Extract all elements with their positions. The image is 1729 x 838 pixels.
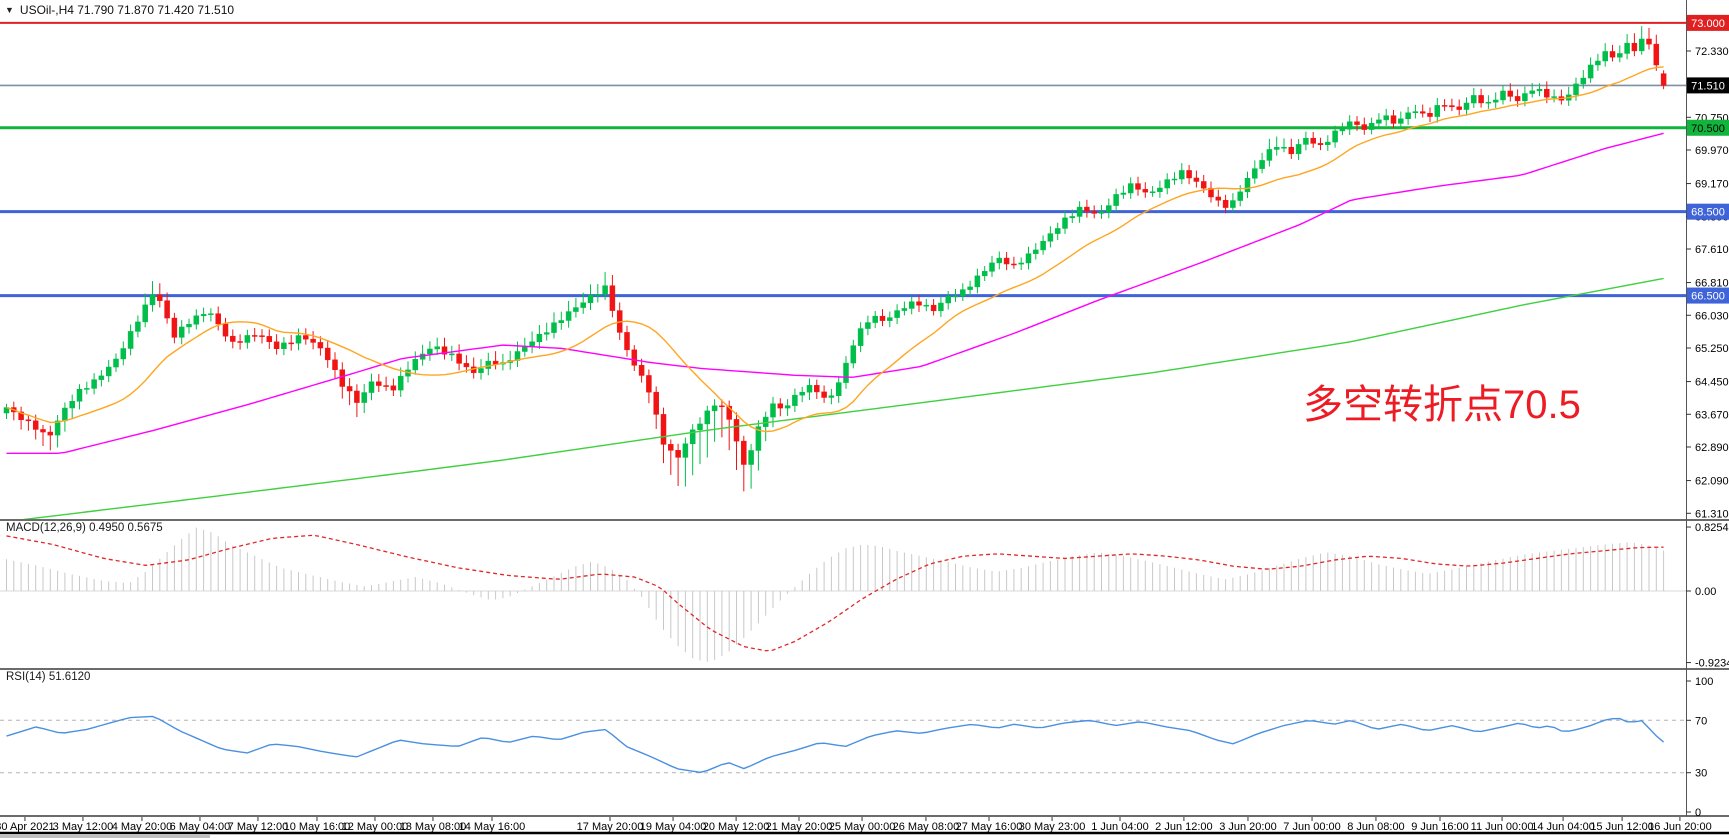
pivot-line-70-5-badge (1687, 119, 1729, 136)
time-tick-label: 26 May 08:00 (893, 821, 960, 833)
price-tick-label: 64.450 (1695, 377, 1729, 389)
rsi-tick-label: 30 (1695, 768, 1707, 780)
chart-text-annotation[interactable]: 多空转折点70.5 (1303, 383, 1581, 427)
macd-tick-label: -0.9234 (1695, 658, 1729, 670)
time-tick-label: 14 Jun 04:00 (1531, 821, 1595, 833)
price-tick-label: 62.090 (1695, 476, 1729, 488)
support-line-68-5-badge (1687, 203, 1729, 220)
price-tick-label: 72.330 (1695, 46, 1729, 58)
price-tick-label: 66.810 (1695, 278, 1729, 290)
pivot-line-70-5-badge-label: 70.500 (1691, 123, 1725, 135)
current-price-badge-label: 71.510 (1691, 80, 1725, 92)
time-tick-label: 9 Jun 16:00 (1411, 821, 1469, 833)
macd-indicator-label: MACD(12,26,9) 0.4950 0.5675 (6, 522, 163, 534)
time-tick-label: 12 May 00:00 (342, 821, 409, 833)
price-tick-label: 65.250 (1695, 343, 1729, 355)
candlestick-series[interactable] (3, 26, 1667, 492)
resistance-line-73-badge-label: 73.000 (1691, 18, 1725, 30)
macd-signal-line (6, 534, 1664, 652)
moving-averages (6, 66, 1664, 519)
price-tick-label: 69.970 (1695, 145, 1729, 157)
time-tick-label: 3 Jun 20:00 (1219, 821, 1277, 833)
macd-panel[interactable] (0, 527, 1686, 662)
chart-title: USOil-,H4 71.790 71.870 71.420 71.510 (19, 3, 235, 17)
resistance-line-73-badge (1687, 14, 1729, 31)
time-tick-label: 8 Jun 08:00 (1347, 821, 1405, 833)
time-tick-label: 14 May 16:00 (459, 821, 526, 833)
ma-mid-magenta-line (6, 132, 1664, 455)
price-tick-label: 61.310 (1695, 508, 1729, 520)
time-tick-label: 30 May 23:00 (1019, 821, 1086, 833)
time-tick-label: 19 May 04:00 (640, 821, 707, 833)
price-tick-label: 67.610 (1695, 244, 1729, 256)
time-tick-label: 1 Jun 04:00 (1091, 821, 1149, 833)
time-tick-label: 30 Apr 2021 (0, 821, 55, 833)
symbol-dropdown-icon[interactable]: ▼ (5, 4, 14, 15)
time-tick-label: 15 Jun 12:00 (1590, 821, 1654, 833)
time-tick-label: 11 Jun 00:00 (1471, 821, 1534, 833)
time-tick-label: 3 May 12:00 (53, 821, 114, 833)
time-tick-label: 17 May 20:00 (577, 821, 644, 833)
ma-slow-green-line (22, 277, 1664, 519)
time-tick-label: 16 Jun 20:00 (1648, 821, 1712, 833)
rsi-tick-label: 0 (1695, 807, 1701, 819)
time-tick-label: 21 May 20:00 (766, 821, 833, 833)
time-tick-label: 27 May 16:00 (956, 821, 1023, 833)
time-tick-label: 13 May 08:00 (400, 821, 467, 833)
current-price-badge (1687, 77, 1729, 94)
horizontal-level-lines[interactable] (0, 21, 1686, 298)
time-tick-label: 6 May 04:00 (170, 821, 231, 833)
rsi-tick-label: 100 (1695, 676, 1713, 688)
ma-fast-orange-line (6, 66, 1664, 433)
macd-histogram (6, 527, 1665, 662)
time-tick-label: 10 May 16:00 (284, 821, 351, 833)
price-tick-label: 63.670 (1695, 409, 1729, 421)
time-tick-label: 2 Jun 12:00 (1155, 821, 1213, 833)
rsi-panel[interactable] (0, 715, 1686, 774)
macd-tick-label: 0.00 (1695, 586, 1716, 598)
time-tick-label: 7 May 12:00 (228, 821, 289, 833)
horizontal-scrollbar-thumb[interactable] (0, 835, 210, 838)
price-tick-label: 62.890 (1695, 442, 1729, 454)
price-tick-label: 69.170 (1695, 179, 1729, 191)
rsi-tick-label: 70 (1695, 715, 1707, 727)
support-line-68-5-badge-label: 68.500 (1691, 207, 1725, 219)
time-tick-label: 25 May 00:00 (829, 821, 896, 833)
price-tick-label: 66.030 (1695, 310, 1729, 322)
chart-title-bar: ▼ USOil-,H4 71.790 71.870 71.420 71.510 (5, 3, 234, 17)
macd-tick-label: 0.8254 (1695, 522, 1729, 534)
time-tick-label: 7 Jun 00:00 (1283, 821, 1341, 833)
time-tick-label: 4 May 20:00 (112, 821, 173, 833)
price-badges: 73.000 70.500 68.500 66.500 71.510 (1687, 14, 1729, 304)
time-tick-label: 20 May 12:00 (703, 821, 770, 833)
support-line-66-5-badge (1687, 287, 1729, 304)
support-line-66-5-badge-label: 66.500 (1691, 291, 1725, 303)
rsi-line (6, 715, 1665, 774)
rsi-indicator-label: RSI(14) 51.6120 (6, 671, 91, 683)
